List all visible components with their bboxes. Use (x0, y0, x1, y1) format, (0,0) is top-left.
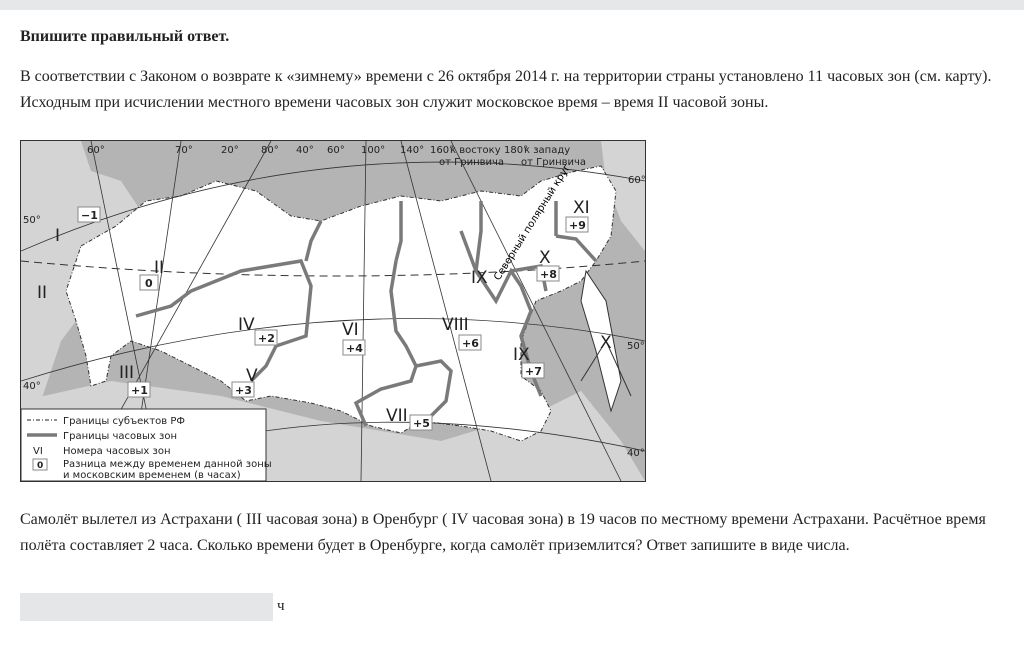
zone-diff-box: +6 (458, 334, 482, 351)
zone-number: VIII (442, 315, 469, 335)
zone-diff-box: +8 (536, 265, 560, 282)
degree-label: 160° (430, 145, 454, 156)
degree-label: 40° (627, 448, 645, 459)
zone-number: X (600, 333, 612, 353)
zone-diff-box: +9 (565, 216, 589, 233)
degree-label: 20° (221, 145, 239, 156)
svg-text:+1: +1 (131, 384, 148, 397)
alaska-land (601, 141, 645, 251)
svg-text:+7: +7 (525, 365, 542, 378)
east-note-1: к востоку (450, 145, 501, 156)
zone-diff-box: +5 (409, 414, 433, 431)
legend-diff-2: и московским временем (в часах) (63, 470, 241, 481)
legend-numbers: Номера часовых зон (63, 446, 171, 457)
degree-label: 40° (296, 145, 314, 156)
zone-number: X (539, 248, 551, 268)
degree-label: 50° (627, 341, 645, 352)
intro-text: В соответствии с Законом о возврате к «з… (20, 68, 992, 111)
zone-diff-box: 0 (139, 274, 159, 291)
degree-label: 180° (504, 145, 528, 156)
west-note-2: от Гринвича (521, 157, 586, 168)
zone-number: IX (513, 345, 530, 365)
west-note-1: к западу (524, 145, 570, 156)
russia-territory (65, 165, 617, 442)
kamchatka (580, 269, 622, 413)
zone-diff-box: +1 (127, 381, 151, 398)
zone-number: I (55, 226, 60, 246)
zone-number: IV (238, 315, 255, 335)
legend-zones: Границы часовых зон (63, 431, 177, 442)
zone-number: IX (471, 268, 488, 288)
zone-number: II (37, 283, 47, 303)
svg-text:+6: +6 (462, 337, 479, 350)
svg-text:+2: +2 (258, 332, 275, 345)
zone-diff-box: +3 (231, 381, 255, 398)
svg-text:+3: +3 (235, 384, 252, 397)
degree-label: 40° (23, 381, 41, 392)
degree-label: 80° (261, 145, 279, 156)
top-bar (0, 0, 1024, 10)
east-note-2: от Гринвича (439, 157, 504, 168)
zone-number: III (119, 363, 134, 383)
degree-label: 70° (175, 145, 193, 156)
svg-text:−1: −1 (81, 209, 98, 222)
degree-label: 60° (87, 145, 105, 156)
zone-number: VII (386, 406, 408, 426)
zone-diff-box: +7 (521, 362, 545, 379)
degree-label: 60° (327, 145, 345, 156)
map-legend: Границы субъектов РФ Границы часовых зон… (21, 408, 272, 481)
zone-diff-box: +2 (254, 329, 278, 346)
answer-unit: ч (277, 598, 285, 614)
task-heading: Впишите правильный ответ. (20, 28, 230, 45)
degree-label: 60° (628, 175, 645, 186)
svg-text:+9: +9 (569, 219, 586, 232)
degree-label: 50° (23, 215, 41, 226)
svg-text:+4: +4 (346, 342, 363, 355)
question-text: Самолёт вылетел из Астрахани ( III часов… (20, 511, 986, 554)
zone-number: VI (342, 320, 359, 340)
zone-number: XI (573, 198, 590, 218)
svg-text:+8: +8 (540, 268, 557, 281)
zone-number: V (246, 366, 258, 386)
time-zones-map: 60° 70° 20° 80° 40° 60° 100° 140° 160° 1… (20, 140, 646, 482)
legend-number-sample: VI (33, 446, 43, 457)
svg-text:0: 0 (145, 277, 153, 290)
legend-subjects: Границы субъектов РФ (63, 416, 185, 427)
legend-diff-sample: 0 (37, 461, 43, 471)
svg-text:+5: +5 (413, 417, 430, 430)
answer-input[interactable] (20, 593, 273, 621)
degree-label: 100° (361, 145, 385, 156)
degree-label: 140° (400, 145, 424, 156)
zone-x-pointer (580, 340, 632, 397)
zone-diff-box: +4 (342, 339, 366, 356)
legend-diff-1: Разница между временем данной зоны (63, 459, 272, 470)
zone-number: II (154, 258, 164, 278)
zone-diff-box: −1 (77, 206, 101, 223)
